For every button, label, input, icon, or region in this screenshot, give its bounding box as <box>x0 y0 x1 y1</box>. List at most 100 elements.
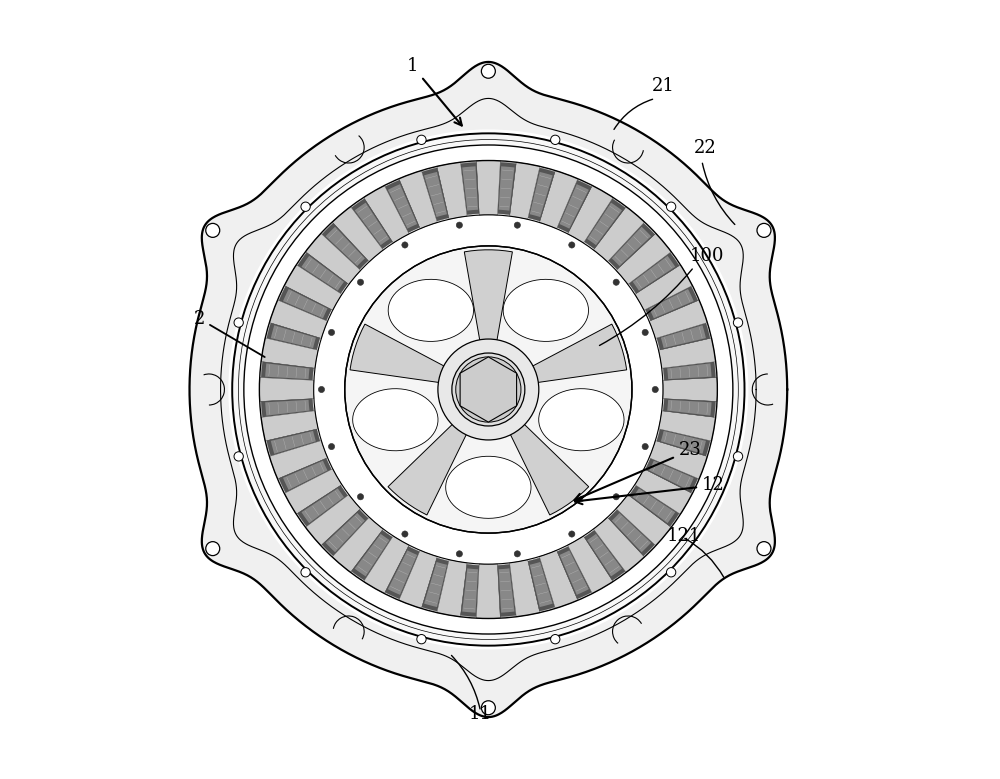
Wedge shape <box>528 558 555 611</box>
Wedge shape <box>667 363 712 379</box>
Wedge shape <box>663 378 717 401</box>
Polygon shape <box>530 324 627 383</box>
Wedge shape <box>267 429 320 456</box>
Circle shape <box>402 531 408 538</box>
Circle shape <box>228 129 748 650</box>
Circle shape <box>328 443 335 449</box>
Wedge shape <box>530 562 553 607</box>
Wedge shape <box>584 530 625 580</box>
Wedge shape <box>560 184 589 229</box>
Polygon shape <box>464 250 512 344</box>
Circle shape <box>234 318 243 327</box>
Circle shape <box>301 568 310 577</box>
Circle shape <box>452 353 525 426</box>
Wedge shape <box>267 323 320 350</box>
Wedge shape <box>498 565 516 617</box>
Wedge shape <box>462 569 478 613</box>
Wedge shape <box>284 469 342 514</box>
Polygon shape <box>190 62 787 717</box>
Wedge shape <box>609 223 655 270</box>
Circle shape <box>551 136 560 144</box>
Wedge shape <box>557 547 592 599</box>
Wedge shape <box>663 399 715 418</box>
Circle shape <box>206 224 220 238</box>
Text: 12: 12 <box>575 477 725 504</box>
Wedge shape <box>557 180 592 232</box>
Wedge shape <box>355 534 390 576</box>
Wedge shape <box>510 559 540 617</box>
Wedge shape <box>510 162 540 220</box>
Wedge shape <box>568 185 613 243</box>
Wedge shape <box>612 513 651 552</box>
Wedge shape <box>424 172 447 217</box>
Wedge shape <box>616 234 671 284</box>
Circle shape <box>733 318 743 327</box>
Wedge shape <box>399 171 437 229</box>
Circle shape <box>613 279 619 285</box>
Wedge shape <box>663 361 715 380</box>
Wedge shape <box>609 509 655 556</box>
Wedge shape <box>271 325 316 348</box>
Wedge shape <box>265 400 310 416</box>
Circle shape <box>514 222 520 228</box>
Wedge shape <box>332 517 383 573</box>
Wedge shape <box>259 378 314 401</box>
Circle shape <box>417 635 426 643</box>
Wedge shape <box>265 363 310 379</box>
Circle shape <box>666 568 676 577</box>
Polygon shape <box>388 280 474 341</box>
Wedge shape <box>661 325 706 348</box>
Circle shape <box>613 494 619 500</box>
Wedge shape <box>593 517 645 573</box>
Polygon shape <box>460 357 517 422</box>
Wedge shape <box>657 323 710 350</box>
Circle shape <box>345 246 632 533</box>
Text: 11: 11 <box>469 706 492 724</box>
Wedge shape <box>385 547 420 599</box>
Wedge shape <box>326 227 365 266</box>
Circle shape <box>232 133 745 646</box>
Wedge shape <box>279 458 331 493</box>
Wedge shape <box>261 361 313 380</box>
Circle shape <box>652 386 658 393</box>
Circle shape <box>569 531 575 538</box>
Text: 1: 1 <box>407 57 462 125</box>
Wedge shape <box>645 286 698 321</box>
Wedge shape <box>326 513 365 552</box>
Wedge shape <box>593 206 645 262</box>
Circle shape <box>481 701 495 715</box>
Wedge shape <box>633 488 675 523</box>
Wedge shape <box>388 184 417 229</box>
Wedge shape <box>322 509 368 556</box>
Wedge shape <box>539 171 578 229</box>
Circle shape <box>481 64 495 78</box>
Wedge shape <box>305 234 361 284</box>
Wedge shape <box>283 460 327 490</box>
Text: 21: 21 <box>651 76 674 95</box>
Circle shape <box>301 202 310 211</box>
Wedge shape <box>649 300 707 338</box>
Circle shape <box>514 551 520 557</box>
Wedge shape <box>499 166 514 210</box>
Wedge shape <box>659 411 716 441</box>
Circle shape <box>314 215 663 564</box>
Wedge shape <box>530 172 553 217</box>
Wedge shape <box>667 400 712 416</box>
Wedge shape <box>261 411 318 441</box>
Wedge shape <box>616 495 671 545</box>
Wedge shape <box>298 252 348 294</box>
Wedge shape <box>301 488 344 523</box>
Circle shape <box>456 551 462 557</box>
Wedge shape <box>498 162 516 214</box>
Wedge shape <box>437 162 467 220</box>
Wedge shape <box>649 460 694 490</box>
Wedge shape <box>351 530 392 580</box>
Wedge shape <box>437 559 467 617</box>
Circle shape <box>757 541 771 555</box>
Wedge shape <box>587 203 622 245</box>
Polygon shape <box>353 389 438 451</box>
Wedge shape <box>661 431 706 454</box>
Wedge shape <box>351 199 392 249</box>
Wedge shape <box>422 558 449 611</box>
Circle shape <box>417 136 426 144</box>
